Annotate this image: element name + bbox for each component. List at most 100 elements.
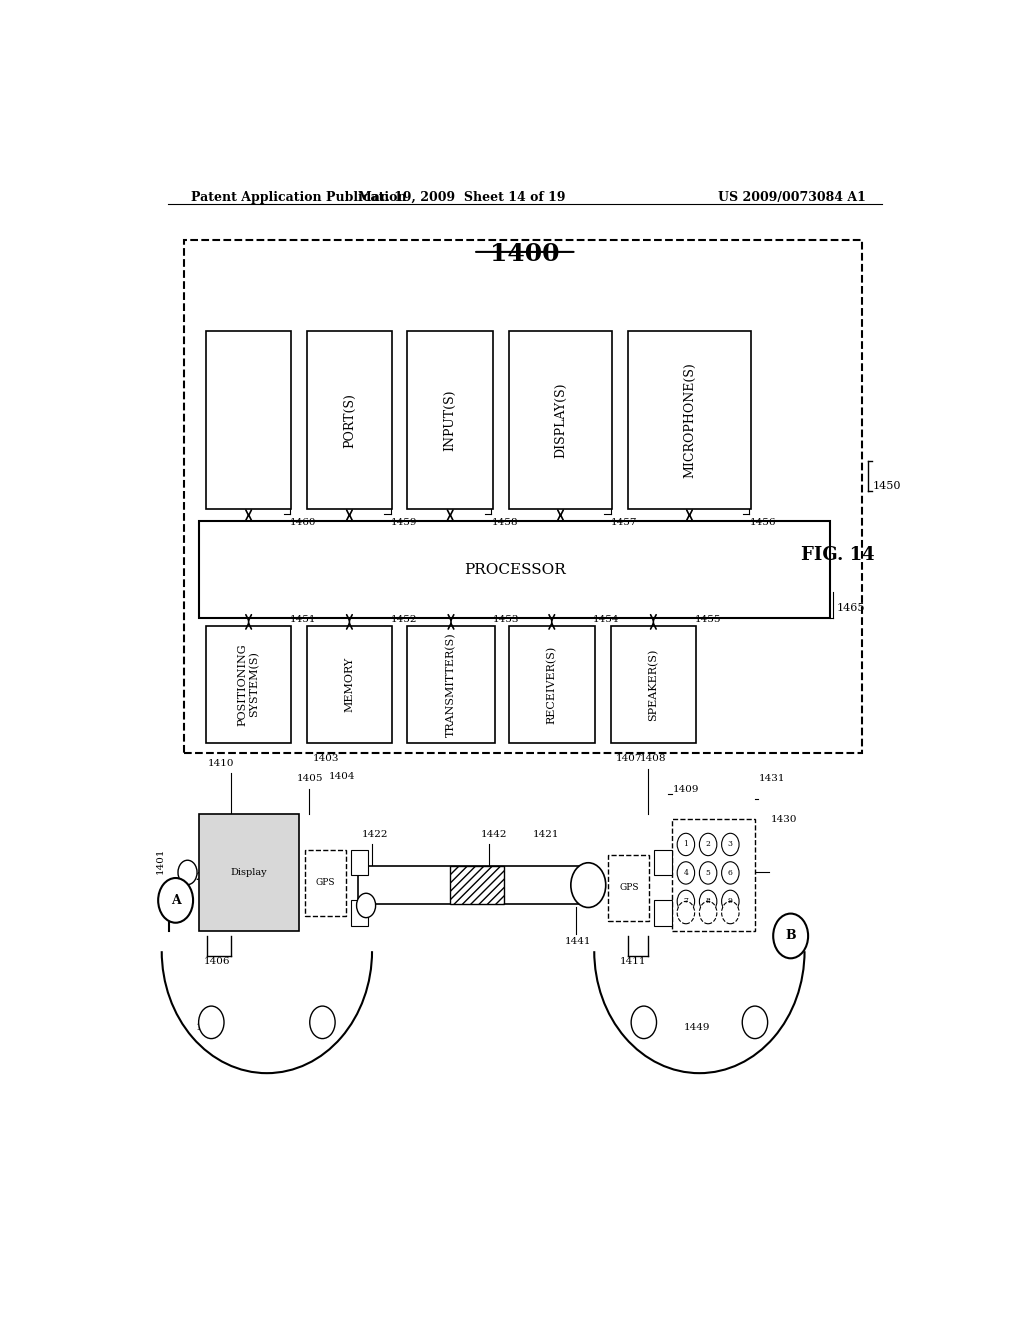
Text: 1452: 1452 (391, 615, 417, 624)
Circle shape (178, 861, 197, 884)
Text: MEMORY: MEMORY (344, 657, 354, 711)
Text: POSITIONING
SYSTEM(S): POSITIONING SYSTEM(S) (238, 643, 260, 726)
Circle shape (699, 902, 717, 924)
Text: 1448: 1448 (196, 1023, 222, 1032)
Circle shape (570, 863, 606, 907)
Text: 1421: 1421 (532, 830, 559, 840)
Text: MICROPHONE(S): MICROPHONE(S) (683, 362, 696, 478)
Bar (654, 900, 672, 925)
Bar (408, 331, 494, 510)
Text: 1458: 1458 (492, 519, 518, 527)
Bar (306, 626, 392, 743)
Text: 1442: 1442 (481, 830, 508, 840)
Text: 1402: 1402 (177, 873, 204, 882)
Circle shape (677, 902, 694, 924)
Bar (451, 866, 504, 904)
Text: 1430: 1430 (771, 814, 798, 824)
Text: 1465: 1465 (837, 603, 865, 612)
Bar (610, 626, 696, 743)
Text: Mar. 19, 2009  Sheet 14 of 19: Mar. 19, 2009 Sheet 14 of 19 (357, 191, 565, 203)
Text: A: A (171, 894, 180, 907)
Text: 7: 7 (683, 898, 688, 906)
Bar (509, 626, 595, 743)
Circle shape (158, 878, 194, 923)
Text: 1455: 1455 (694, 615, 721, 624)
Text: 8: 8 (706, 898, 711, 906)
Text: 1405: 1405 (297, 775, 324, 784)
Circle shape (356, 894, 376, 917)
Text: 1409: 1409 (673, 784, 699, 793)
Text: 1460: 1460 (290, 519, 316, 527)
Text: Display: Display (230, 869, 267, 876)
Circle shape (722, 862, 739, 884)
Text: 1404: 1404 (329, 772, 355, 781)
Bar (672, 818, 755, 931)
Text: 1407: 1407 (616, 754, 643, 763)
Text: 1456: 1456 (750, 519, 776, 527)
Circle shape (742, 1006, 768, 1039)
Bar (509, 331, 612, 510)
Circle shape (699, 862, 717, 884)
Circle shape (199, 1006, 224, 1039)
Text: B: B (785, 929, 796, 942)
Text: 2: 2 (706, 841, 711, 849)
Text: PROCESSOR: PROCESSOR (464, 562, 565, 577)
Text: 1431: 1431 (759, 775, 785, 784)
Circle shape (631, 1006, 656, 1039)
Bar (183, 240, 862, 752)
Text: 1410: 1410 (207, 759, 233, 768)
Bar (608, 854, 649, 921)
Circle shape (699, 890, 717, 912)
Text: 1403: 1403 (313, 754, 339, 763)
Text: Patent Application Publication: Patent Application Publication (191, 191, 407, 203)
Circle shape (722, 833, 739, 855)
Bar (358, 866, 596, 904)
Text: 9: 9 (728, 898, 733, 906)
Bar (628, 331, 751, 510)
Text: 1441: 1441 (564, 936, 591, 945)
Text: 1422: 1422 (362, 830, 389, 840)
Circle shape (699, 833, 717, 855)
Text: FIG. 14: FIG. 14 (802, 545, 876, 564)
Text: 1451: 1451 (290, 615, 316, 624)
Circle shape (677, 890, 694, 912)
Text: GPS: GPS (315, 878, 335, 887)
Text: US 2009/0073084 A1: US 2009/0073084 A1 (718, 191, 866, 203)
Text: 1401: 1401 (156, 847, 165, 874)
Text: 3: 3 (728, 841, 733, 849)
Text: RECEIVER(S): RECEIVER(S) (547, 645, 557, 723)
Circle shape (722, 890, 739, 912)
Text: INPUT(S): INPUT(S) (443, 389, 457, 451)
Text: 5: 5 (706, 869, 711, 876)
Text: SPEAKER(S): SPEAKER(S) (648, 648, 658, 721)
Circle shape (722, 902, 739, 924)
Text: 1450: 1450 (872, 480, 901, 491)
Text: 1454: 1454 (593, 615, 620, 624)
Circle shape (677, 862, 694, 884)
Text: 1453: 1453 (494, 615, 519, 624)
Text: PORT(S): PORT(S) (343, 392, 356, 447)
Text: 1406: 1406 (204, 957, 230, 966)
Circle shape (773, 913, 808, 958)
Bar (206, 331, 292, 510)
Bar (200, 521, 830, 618)
Text: TRANSMITTER(S): TRANSMITTER(S) (445, 632, 456, 737)
Text: 1400: 1400 (490, 242, 559, 265)
Circle shape (309, 1006, 335, 1039)
Bar (351, 900, 369, 925)
Text: DISPLAY(S): DISPLAY(S) (554, 383, 567, 458)
Bar (654, 850, 672, 875)
Text: 1449: 1449 (684, 1023, 710, 1032)
Text: 1: 1 (683, 841, 688, 849)
Text: GPS: GPS (620, 883, 639, 892)
Text: 1459: 1459 (391, 519, 417, 527)
Circle shape (677, 833, 694, 855)
Text: 1457: 1457 (610, 519, 637, 527)
Bar (305, 850, 346, 916)
Text: 6: 6 (728, 869, 733, 876)
Bar (408, 626, 495, 743)
Text: 1411: 1411 (620, 957, 646, 966)
Bar (351, 850, 369, 875)
Bar (306, 331, 392, 510)
Text: 1408: 1408 (640, 754, 667, 763)
